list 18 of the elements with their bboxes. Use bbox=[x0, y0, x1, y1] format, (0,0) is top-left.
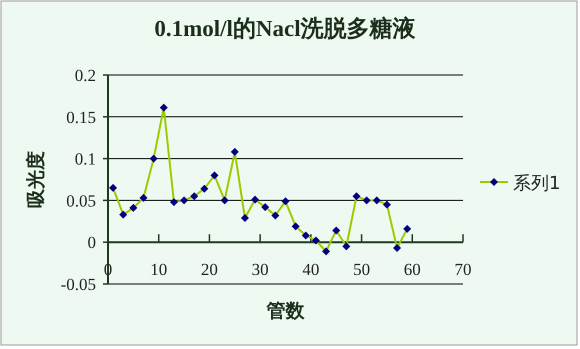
y-tick-label: 0.05 bbox=[66, 191, 96, 210]
x-axis-title: 管数 bbox=[266, 301, 306, 322]
y-axis-title: 吸光度 bbox=[25, 151, 47, 208]
x-tick-label: 30 bbox=[252, 260, 269, 280]
y-tick-label: 0.2 bbox=[74, 66, 96, 85]
y-tick-label: 0.1 bbox=[74, 150, 96, 169]
legend-label: 系列1 bbox=[513, 173, 560, 194]
x-tick-label: 10 bbox=[150, 260, 168, 280]
y-tick-label: -0.05 bbox=[60, 275, 96, 294]
x-tick-label: 70 bbox=[454, 260, 472, 280]
y-tick-label: 0 bbox=[88, 233, 96, 252]
x-tick-label: 60 bbox=[404, 260, 421, 280]
chart-title: 0.1mol/l的Nacl洗脱多糖液 bbox=[153, 15, 417, 43]
x-tick-label: 40 bbox=[302, 260, 320, 280]
x-tick-label: 50 bbox=[353, 260, 370, 280]
x-tick-label: 20 bbox=[200, 260, 218, 280]
y-tick-label: 0.15 bbox=[66, 108, 96, 127]
legend: 系列1 bbox=[480, 173, 560, 194]
